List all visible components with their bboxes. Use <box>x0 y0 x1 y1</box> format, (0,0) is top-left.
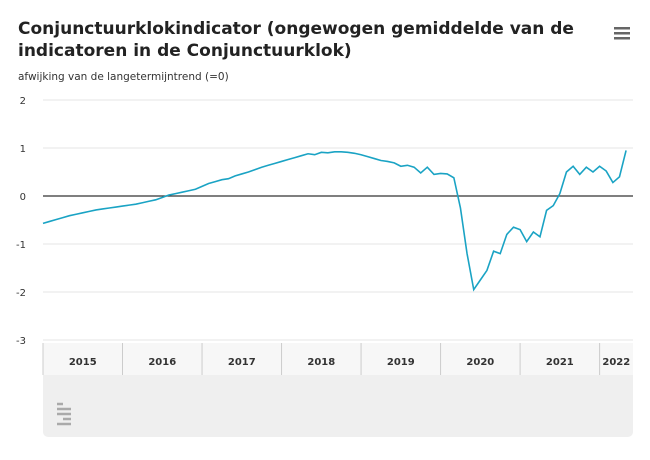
chart-subtitle: afwijking van de langetermijntrend (=0) <box>18 71 229 83</box>
x-tick-label: 2016 <box>148 357 176 368</box>
y-tick-label: -3 <box>16 336 26 347</box>
chart-title: indicatoren in de Conjunctuurklok) <box>18 41 352 61</box>
line <box>42 150 627 292</box>
y-tick-label: 0 <box>20 192 26 203</box>
y-tick-label: 2 <box>20 96 26 107</box>
x-axis-band <box>43 343 633 375</box>
menu-bar[interactable] <box>614 37 630 40</box>
plot: -3 -2 -1 0 1 2 2015 2016 2017 2018 2019 2020 2021 202… <box>16 96 633 375</box>
logo <box>57 402 71 426</box>
menu-bar[interactable] <box>614 32 630 35</box>
x-tick-label: 2015 <box>69 357 97 368</box>
x-tick-label: 2021 <box>546 357 574 368</box>
x-tick-label: 2019 <box>387 357 415 368</box>
x-tick-label: 2022 <box>602 357 630 368</box>
menu-bar[interactable] <box>614 27 630 30</box>
x-tick-label: 2017 <box>228 357 256 368</box>
y-tick-label: 1 <box>20 144 26 155</box>
y-tick-label: -1 <box>16 240 26 251</box>
y-tick-label: -2 <box>16 288 26 299</box>
logo-shape <box>57 402 71 426</box>
x-tick-label: 2018 <box>307 357 335 368</box>
chart-title: Conjunctuurklokindicator (ongewogen gemi… <box>18 19 574 39</box>
x-tick-label: 2020 <box>466 357 494 368</box>
menu-button[interactable] <box>614 27 630 40</box>
